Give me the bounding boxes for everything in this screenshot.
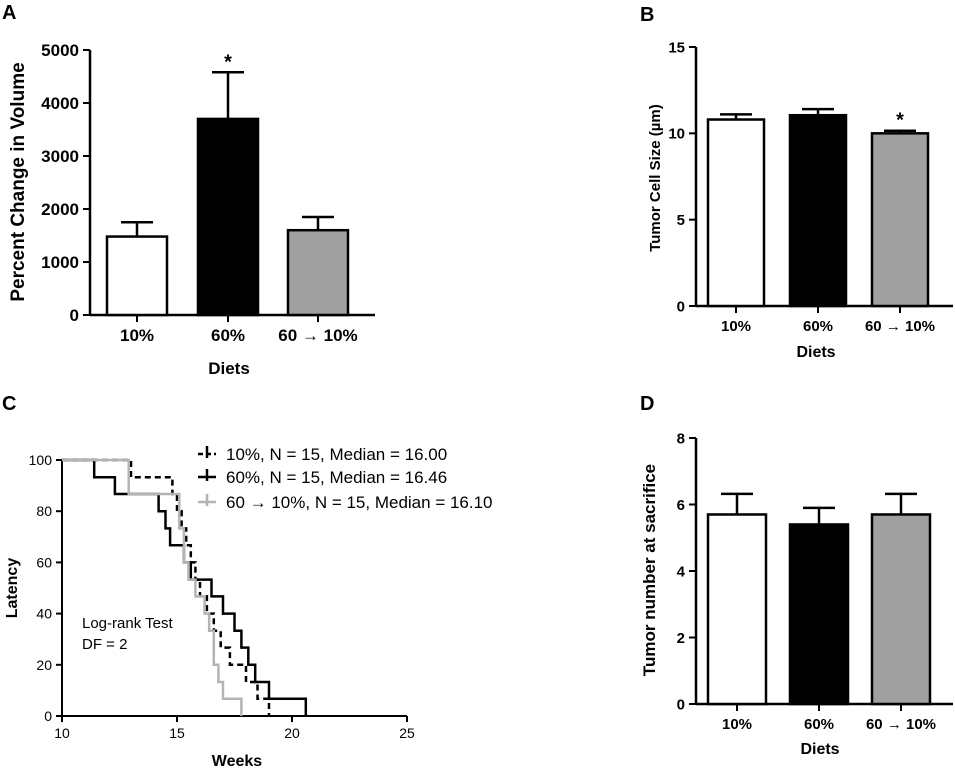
y-tick-label: 6 <box>677 497 685 514</box>
x-category-label: 60% <box>211 326 245 345</box>
stat-annotation: DF = 2 <box>82 636 127 653</box>
y-tick-label: 20 <box>36 657 52 673</box>
x-axis-title: Diets <box>796 344 835 361</box>
y-tick-label: 40 <box>36 606 52 622</box>
legend-entry: 10%, N = 15, Median = 16.00 <box>198 445 447 464</box>
y-tick-label: 4000 <box>41 94 79 113</box>
x-category-label: 60 → 10% <box>865 318 935 335</box>
panel-d-letter: D <box>640 393 654 415</box>
x-tick-label: 20 <box>284 725 300 741</box>
y-tick-label: 0 <box>44 708 52 724</box>
x-axis-title: Diets <box>208 359 250 378</box>
x-category-label: 60% <box>803 318 833 335</box>
legend-label: 60 → 10%, N = 15, Median = 16.10 <box>226 493 493 512</box>
panel-a-letter: A <box>2 2 16 24</box>
x-category-label: 10% <box>722 716 752 733</box>
x-category-label: 60 → 10% <box>866 716 936 733</box>
y-tick-label: 0 <box>677 298 685 315</box>
bar-60-to-10pct <box>286 228 350 317</box>
y-axis-title: Latency <box>4 558 21 619</box>
y-tick-label: 80 <box>36 503 52 519</box>
panel-c-survival-chart: C 0 20 40 60 80 100 10 15 20 25 10%, N = 15, Media… <box>2 393 493 770</box>
y-tick-label: 2000 <box>41 200 79 219</box>
bar-60-to-10pct <box>870 132 930 308</box>
y-tick-label: 10 <box>668 126 685 143</box>
bar-10pct <box>105 235 169 317</box>
bar-60pct <box>788 113 848 308</box>
bar-60pct <box>196 117 260 317</box>
bar-60-to-10pct <box>870 513 932 706</box>
panel-b-bar-chart: B 0 5 10 15 10% 60% 60 → 10% * Diets Tumor Cell S… <box>640 4 953 361</box>
y-axis-title: Tumor number at sacrifice <box>640 464 659 676</box>
bar-60pct <box>788 523 850 706</box>
legend-entry: 60 → 10%, N = 15, Median = 16.10 <box>198 493 493 512</box>
panel-a-bar-chart: A 0 1000 2000 3000 4000 5000 10% 60% * 60 → 10% Di… <box>2 2 375 378</box>
panel-b-letter: B <box>640 4 654 26</box>
legend-entry: 60%, N = 15, Median = 16.46 <box>198 468 447 487</box>
x-tick-label: 15 <box>169 725 185 741</box>
survival-line-60-to-10pct <box>62 458 243 716</box>
significance-star: * <box>224 51 232 73</box>
bar-10pct <box>706 513 768 706</box>
panel-c-letter: C <box>2 393 16 415</box>
significance-star: * <box>896 110 904 132</box>
y-tick-label: 3000 <box>41 147 79 166</box>
y-tick-label: 8 <box>677 430 685 447</box>
legend-label: 60%, N = 15, Median = 16.46 <box>226 468 447 487</box>
legend-label: 10%, N = 15, Median = 16.00 <box>226 445 447 464</box>
x-axis-title: Diets <box>800 741 839 758</box>
y-tick-label: 1000 <box>41 253 79 272</box>
y-tick-label: 0 <box>70 306 79 325</box>
y-tick-label: 0 <box>677 696 685 713</box>
x-axis-title: Weeks <box>212 753 263 770</box>
y-tick-label: 60 <box>36 554 52 570</box>
y-axis-title: Tumor Cell Size (µm) <box>647 104 664 252</box>
y-tick-label: 5000 <box>41 41 79 60</box>
x-tick-label: 10 <box>54 725 70 741</box>
x-category-label: 10% <box>120 326 154 345</box>
bar-10pct <box>706 118 766 308</box>
y-tick-label: 4 <box>677 563 686 580</box>
y-tick-label: 2 <box>677 630 685 647</box>
y-tick-label: 15 <box>668 39 685 56</box>
panel-d-bar-chart: D 0 2 4 6 8 10% 60% 60 → 10% Diets Tumor number a… <box>640 393 953 758</box>
y-tick-label: 5 <box>677 212 685 229</box>
x-category-label: 60% <box>804 716 834 733</box>
x-category-label: 10% <box>721 318 751 335</box>
x-tick-label: 25 <box>399 725 415 741</box>
stat-annotation: Log-rank Test <box>82 615 173 632</box>
x-category-label: 60 → 10% <box>278 326 357 345</box>
y-axis-title: Percent Change in Volume <box>8 62 29 301</box>
y-tick-label: 100 <box>29 452 53 468</box>
